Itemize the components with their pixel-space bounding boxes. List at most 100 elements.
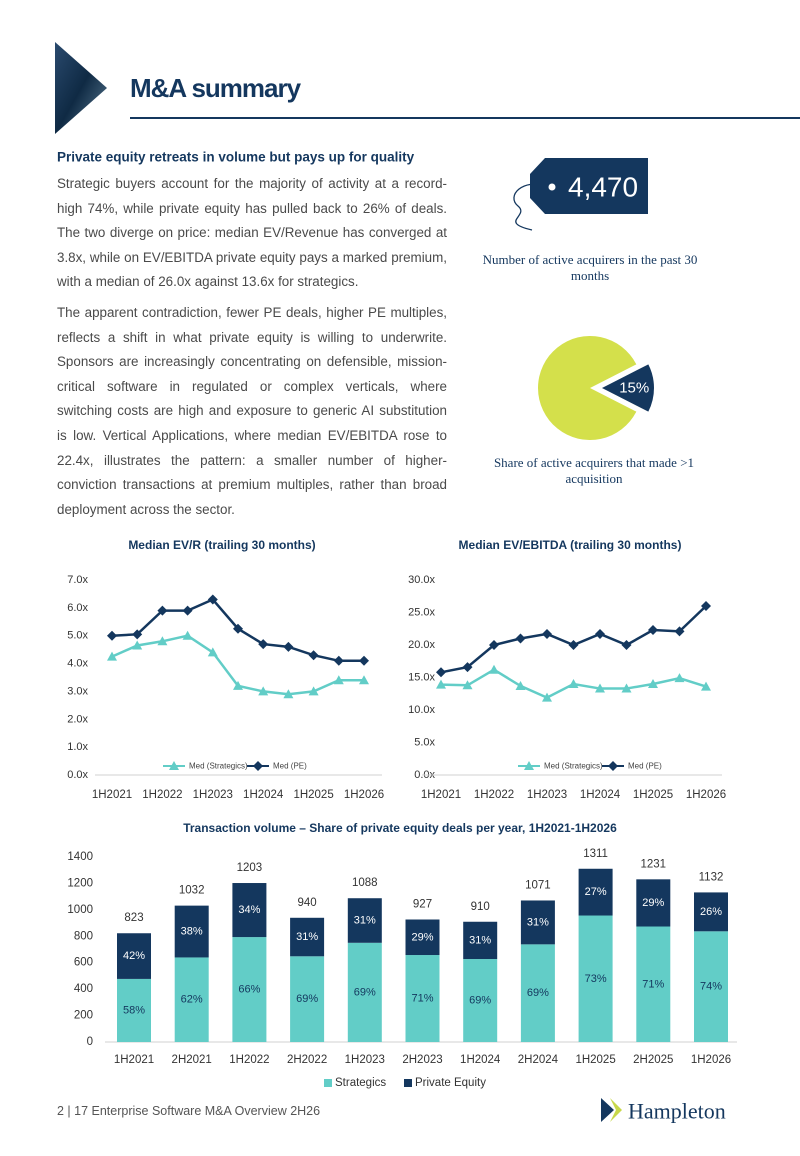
bar-total-label: 823 [124,912,143,924]
bar-value-label: 69% [527,987,549,999]
marker [308,686,319,696]
stat-caption: Number of active acquirers in the past 3… [482,252,698,283]
bar-value-label: 74% [700,981,722,993]
article-heading: Private equity retreats in volume but pa… [57,150,415,165]
logo-mark [610,1098,622,1122]
bar-total-label: 1088 [352,877,378,889]
marker [233,680,243,690]
series-line [440,605,707,674]
marker [258,639,269,650]
marker [359,655,369,666]
marker [515,633,526,644]
y-tick-label: 3.0x [67,685,88,697]
brand: Hampleton [628,1099,726,1124]
legend-label: Med (Strategics) [544,762,603,771]
bar-segment [174,905,209,958]
bar-segment [117,978,151,1042]
bar-segment [463,959,498,1042]
bar-total-label: 1132 [699,871,724,883]
marker [674,673,685,683]
bar-segment [636,879,671,927]
bar-total-label: 1231 [641,858,667,870]
bar-value-label: 69% [469,995,491,1007]
x-tick-label: 1H2021 [92,789,132,801]
stat-value: 4,470 [568,172,638,203]
marker [701,681,711,691]
bar-value-label: 31% [296,931,318,943]
marker [568,640,579,650]
marker [182,630,193,640]
marker [157,636,168,646]
marker [489,664,499,674]
marker [489,640,499,650]
y-tick-label: 5.0x [414,737,435,749]
header-graphic [55,42,107,134]
x-tick-label: 1H2025 [293,789,333,801]
bar-segment [578,868,613,916]
marker [169,761,179,770]
bar-total-label: 1203 [237,862,263,874]
marker [462,680,473,690]
marker [621,683,632,693]
x-tick-label: 2H2023 [402,1054,442,1066]
marker [233,623,243,634]
x-tick-label: 1H2025 [633,789,673,801]
bar-value-label: 42% [123,950,145,962]
legend-label: Med (PE) [628,762,662,771]
marker [595,628,605,639]
legend-swatch [324,1079,332,1087]
x-tick-label: 1H2024 [460,1054,501,1066]
bar-value-label: 62% [181,994,203,1006]
bar-value-label: 69% [354,986,376,998]
bar-value-label: 29% [411,931,433,943]
bar-value-label: 31% [354,915,376,927]
marker [542,692,552,702]
legend-label: Private Equity [415,1077,486,1089]
bar-segment [290,917,325,957]
y-tick-label: 0 [87,1036,93,1048]
marker [674,626,685,637]
x-tick-label: 2H2022 [287,1054,327,1066]
bar-segment [578,915,613,1042]
y-tick-label: 5.0x [67,630,88,642]
x-tick-label: 2H2024 [518,1054,559,1066]
marker [436,667,446,678]
bar-value-label: 71% [642,978,664,990]
bar-value-label: 31% [527,916,549,928]
bar-segment [347,942,382,1042]
x-tick-label: 1H2026 [686,789,726,801]
marker [621,640,632,650]
x-tick-label: 2H2025 [633,1054,673,1066]
marker [333,655,344,666]
y-tick-label: 400 [74,983,93,995]
y-tick-label: 1200 [67,877,93,889]
marker [283,641,294,652]
legend-swatch [404,1079,412,1087]
marker [462,662,473,673]
bar-value-label: 27% [585,886,607,898]
pie-slice [602,364,654,412]
bar-value-label: 73% [585,973,607,985]
y-tick-label: 2.0x [67,713,88,725]
marker [132,640,143,650]
bar-value-label: 31% [469,934,491,946]
marker [258,686,269,696]
marker [207,647,218,657]
y-tick-label: 1.0x [67,741,88,753]
y-tick-label: 200 [74,1010,93,1022]
bar-segment [520,900,555,945]
x-tick-label: 1H2024 [243,789,284,801]
y-tick-label: 15.0x [408,672,435,684]
marker [253,761,263,771]
bar-segment [347,898,382,943]
x-tick-label: 1H2024 [580,789,621,801]
bar-segment [117,933,151,979]
bar-segment [290,956,325,1042]
marker [132,629,143,640]
y-tick-label: 4.0x [67,658,88,670]
pie-base [538,336,637,440]
marker [107,651,117,661]
bar-total-label: 1032 [179,885,205,897]
bar-total-label: 940 [298,897,317,909]
